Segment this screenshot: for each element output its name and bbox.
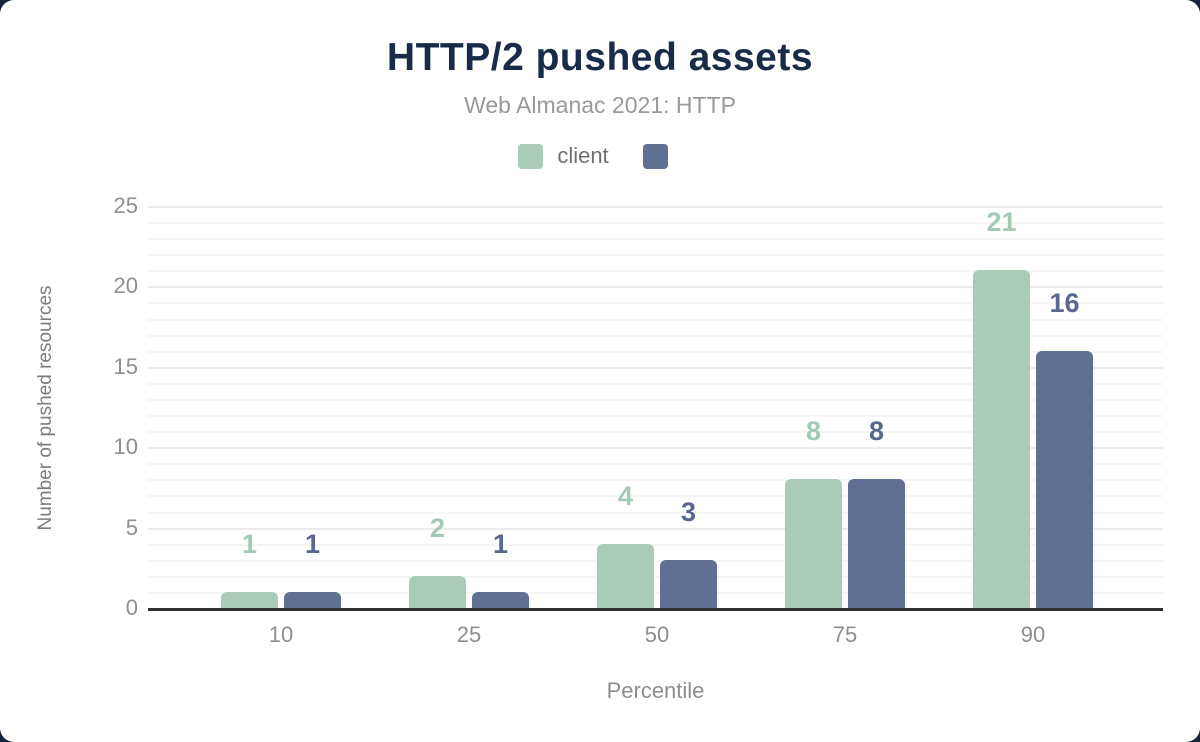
- client-series-swatch-icon: [518, 143, 544, 169]
- bar-series2-p50[interactable]: [660, 560, 717, 608]
- chart-subtitle: Web Almanac 2021: HTTP: [464, 92, 736, 118]
- x-tick-label: 90: [1020, 622, 1046, 647]
- minor-gridline: [148, 479, 1163, 481]
- bar-client-p90[interactable]: [973, 270, 1030, 608]
- bar-series2-p75[interactable]: [848, 479, 905, 608]
- minor-gridline: [148, 351, 1163, 353]
- minor-gridline: [148, 238, 1163, 240]
- y-tick-label: 15: [113, 354, 138, 379]
- bar-value-label: 4: [617, 481, 634, 511]
- bar-value-label: 1: [304, 529, 321, 559]
- x-tick-label: 25: [456, 622, 482, 647]
- bar-value-label: 1: [492, 529, 509, 559]
- minor-gridline: [148, 576, 1163, 578]
- legend-label-client: client: [557, 143, 609, 168]
- y-axis-title: Number of pushed resources: [35, 285, 56, 531]
- y-tick-label: 0: [125, 595, 138, 620]
- major-gridline: [148, 206, 1163, 208]
- y-tick-label: 25: [113, 193, 138, 218]
- minor-gridline: [148, 592, 1163, 594]
- minor-gridline: [148, 254, 1163, 256]
- minor-gridline: [148, 512, 1163, 514]
- minor-gridline: [148, 560, 1163, 562]
- y-tick-label: 10: [113, 434, 138, 459]
- minor-gridline: [148, 335, 1163, 337]
- bar-value-label: 21: [986, 207, 1017, 237]
- bar-series2-p90[interactable]: [1036, 351, 1093, 608]
- minor-gridline: [148, 495, 1163, 497]
- minor-gridline: [148, 544, 1163, 546]
- minor-gridline: [148, 302, 1163, 304]
- minor-gridline: [148, 383, 1163, 385]
- minor-gridline: [148, 463, 1163, 465]
- legend-item-client[interactable]: client: [518, 143, 609, 169]
- bar-series2-p25[interactable]: [472, 592, 529, 608]
- minor-gridline: [148, 415, 1163, 417]
- bar-value-label: 16: [1049, 288, 1080, 318]
- major-gridline: [148, 286, 1163, 288]
- bar-client-p25[interactable]: [409, 576, 466, 608]
- major-gridline: [148, 528, 1163, 530]
- bar-value-label: 8: [805, 416, 822, 446]
- major-gridline: [148, 367, 1163, 369]
- second-series-swatch-icon: [642, 143, 668, 169]
- chart-title: HTTP/2 pushed assets: [386, 36, 814, 79]
- legend-item-second-series[interactable]: [642, 143, 682, 169]
- minor-gridline: [148, 319, 1163, 321]
- bar-series2-p10[interactable]: [284, 592, 341, 608]
- bar-client-p10[interactable]: [221, 592, 278, 608]
- minor-gridline: [148, 222, 1163, 224]
- y-tick-label: 20: [113, 273, 138, 298]
- y-tick-label: 5: [125, 515, 138, 540]
- bar-value-label: 3: [680, 497, 697, 527]
- x-tick-label: 75: [832, 622, 858, 647]
- bar-client-p50[interactable]: [597, 544, 654, 608]
- bar-client-p75[interactable]: [785, 479, 842, 608]
- x-tick-label: 10: [268, 622, 294, 647]
- minor-gridline: [148, 431, 1163, 433]
- x-axis-title: Percentile: [606, 678, 705, 703]
- bar-value-label: 2: [429, 513, 446, 543]
- legend: client: [0, 143, 1200, 169]
- x-axis-line: [148, 608, 1163, 611]
- major-gridline: [148, 447, 1163, 449]
- minor-gridline: [148, 399, 1163, 401]
- x-tick-label: 50: [644, 622, 670, 647]
- minor-gridline: [148, 270, 1163, 272]
- bar-value-label: 8: [868, 416, 885, 446]
- bar-value-label: 1: [241, 529, 258, 559]
